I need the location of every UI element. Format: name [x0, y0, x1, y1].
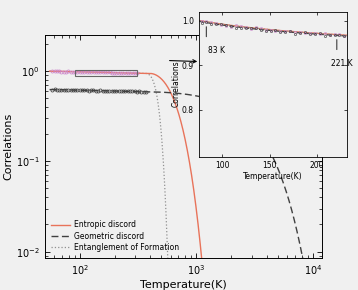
X-axis label: Temperature(K): Temperature(K) [140, 280, 227, 289]
Text: 221 K: 221 K [331, 59, 353, 68]
X-axis label: Temperature(K): Temperature(K) [243, 172, 303, 181]
Bar [74, 70, 137, 76]
Text: 83 K: 83 K [208, 46, 225, 55]
Y-axis label: Correlations: Correlations [3, 113, 13, 180]
Legend: Entropic discord, Geometric discord, Entanglement of Formation: Entropic discord, Geometric discord, Ent… [49, 218, 181, 254]
Y-axis label: Correlations: Correlations [171, 61, 180, 107]
